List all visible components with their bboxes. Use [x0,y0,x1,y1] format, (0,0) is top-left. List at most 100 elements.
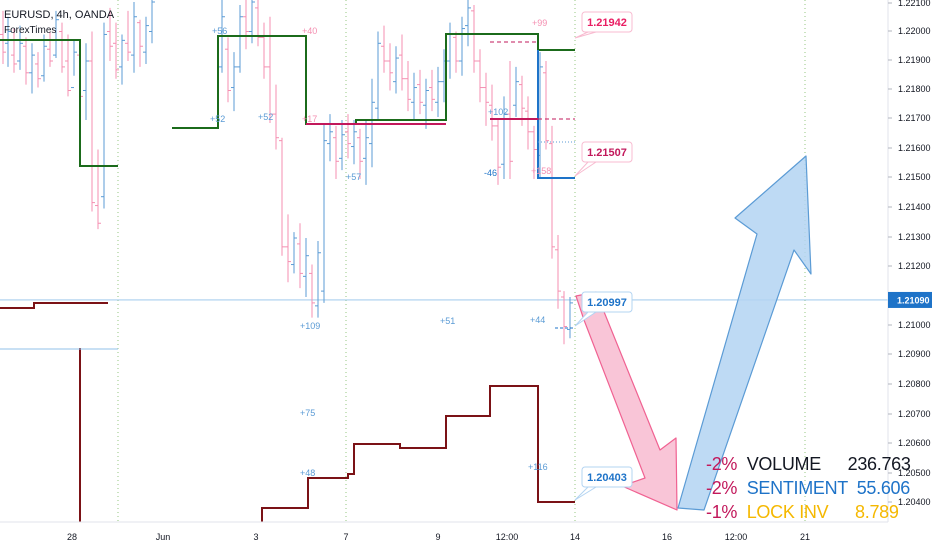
candle-bar [89,31,95,212]
candle-bar [131,2,137,73]
candle-bar [11,28,17,73]
time-tick-label: 7 [343,532,348,542]
candle-bar [381,25,387,73]
candle-bar [339,120,345,171]
green-step-line [0,39,118,167]
candle-bar [0,10,6,64]
candle-bar [101,22,107,209]
candle-bar [447,22,453,79]
price-tick-label: 1.21000 [898,320,931,330]
candle-bar [261,22,267,79]
candle-bar [107,7,113,61]
candle-bar [351,120,357,165]
annotation-label: +40 [302,26,317,36]
up-arrow [677,155,812,511]
candle-bar [23,37,29,85]
candle-bar [47,31,53,67]
candle-bar [279,137,285,256]
annotation-label: +109 [300,321,320,331]
candle-bar [477,49,483,103]
annotation-label: +57 [346,172,361,182]
candle-bar [315,240,321,318]
candle-bar [125,10,131,61]
down-arrow [575,291,678,511]
price-callouts: 1.21942 1.21507 1.20997 1.20403 [574,11,633,501]
time-tick-label: Jun [156,532,171,542]
candle-bar [549,125,555,259]
stat-name: SENTIMENT [746,478,849,498]
dark-red-step-line [0,302,108,309]
time-tick-label: 12:00 [496,532,519,542]
candle-bar [327,114,333,162]
price-tick-label: 1.20500 [898,468,931,478]
stat-row-volume: -2% VOLUME 236.763 [706,452,911,476]
candle-bar [513,66,519,118]
annotation-label: +52 [210,114,225,124]
candle-bar [237,4,243,73]
stat-value: 236.763 [847,454,911,474]
candle-bar [465,0,471,47]
stat-row-sentiment: -2% SENTIMENT 55.606 [706,476,911,500]
axis-background [0,522,932,550]
stat-value: 8.789 [855,502,899,522]
candle-bar [423,78,429,129]
price-tick-label: 1.22000 [898,26,931,36]
candlesticks [0,0,573,345]
price-callout: 1.21507 [574,141,633,177]
candle-bar [417,69,423,115]
price-tick-label: 1.21600 [898,143,931,153]
candle-bar [321,122,327,303]
price-callout: 1.20403 [574,466,633,501]
candle-bar [519,75,525,126]
price-tick-label: 1.21400 [898,202,931,212]
annotation-label: +17 [302,114,317,124]
price-tick-label: 1.21500 [898,172,931,182]
projection-arrows [575,155,812,511]
candle-bar [59,22,65,73]
candle-bar [309,264,315,318]
candle-bar [285,214,291,283]
time-axis[interactable]: 28 Jun 3 7 9 12:00 14 16 12:00 21 [0,521,932,550]
candle-bar [357,128,363,179]
price-tick-label: 1.20400 [898,497,931,507]
symbol-label: EURUSD, 4h, OANDA [4,9,115,21]
callout-box [581,141,633,163]
candle-bar [65,34,71,97]
candle-bar [17,25,23,70]
stats-panel: -2% VOLUME 236.763 -2% SENTIMENT 55.606 … [706,452,911,524]
candle-bar [255,0,261,47]
price-tick-label: 1.20800 [898,379,931,389]
callout-pointer [574,161,598,177]
price-tick-label: 1.21300 [898,232,931,242]
current-price-badge [888,291,932,308]
callout-label: 1.21507 [587,147,627,159]
candle-bar [387,43,393,91]
candle-bar [363,120,369,185]
blue-step-line [537,50,575,179]
candle-bar [5,16,11,67]
candle-bar [429,69,435,112]
candle-bar [71,40,77,89]
time-tick-label: 28 [67,532,77,542]
candle-bar [525,96,531,150]
price-axis[interactable]: 1.22100 1.22000 1.21900 1.21800 1.21700 1.216… [887,0,932,550]
candle-bar [143,16,149,64]
price-tick-label: 1.20900 [898,349,931,359]
candle-bar [137,19,143,67]
time-tick-label: 21 [800,532,810,542]
stat-row-lock-inv: -1% LOCK INV 8.789 [706,500,911,524]
candle-bar [249,0,255,44]
dark-red-step-line [261,385,575,522]
chart-header: EURUSD, 4h, OANDA ForexTimes [4,8,114,38]
candle-bar [333,125,339,179]
price-callout: 1.21942 [574,11,633,39]
candle-bar [225,37,231,103]
candle-bar [435,66,441,118]
stat-pct: -2% [706,478,738,498]
time-tick-label: 9 [435,532,440,542]
candle-bar [41,34,47,82]
annotation-label: +44 [530,315,545,325]
callout-pointer [574,486,598,501]
